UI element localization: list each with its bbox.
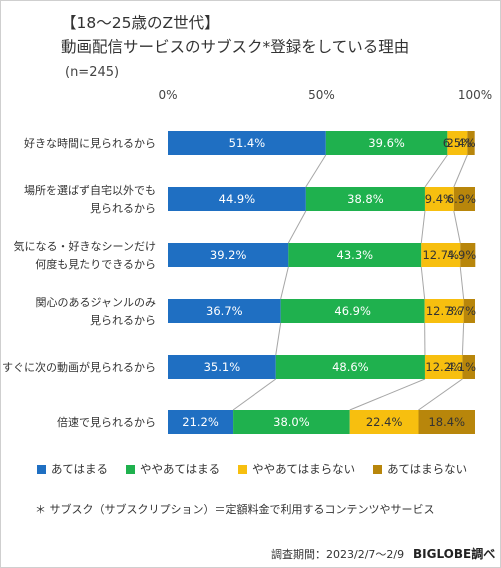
bar-segment: [421, 243, 461, 267]
data-label: 12.2%: [425, 360, 462, 374]
bar-segment: [275, 355, 425, 379]
data-label: 4.1%: [447, 360, 476, 374]
connector-line: [453, 154, 468, 188]
connector-line: [459, 266, 465, 300]
footnote: ＊ サブスク（サブスクリプション）＝定額料金で利用するコンテンツやサービス: [35, 503, 435, 516]
data-label: 6.5%: [443, 136, 472, 150]
data-label: 46.9%: [334, 304, 371, 318]
sample-size: (n=245): [65, 65, 120, 80]
bar-segment: [424, 355, 463, 379]
chart-title: 【18～25歳のZ世代】 動画配信サービスのサブスク*登録をしている理由: [61, 11, 409, 59]
legend-label: ややあてはまる: [140, 462, 221, 476]
legend-item: ややあてはまる: [126, 461, 220, 477]
category-label: 関心のあるジャンルのみ: [36, 296, 156, 309]
legend-swatch: [373, 464, 383, 474]
connector-line: [280, 266, 289, 300]
category-label: 場所を選ばず自宅以外でも: [24, 183, 156, 197]
bar-segment: [325, 131, 448, 155]
connector-line: [424, 154, 448, 188]
bar-segment: [280, 299, 425, 323]
data-label: 4.9%: [447, 248, 476, 262]
legend-item: あてはまらない: [373, 461, 467, 477]
bar-segment: [233, 410, 350, 434]
bar-segment: [460, 243, 476, 267]
bar-segment: [168, 355, 276, 379]
data-label: 12.7%: [426, 304, 463, 318]
x-tick-label: 0%: [158, 88, 177, 102]
stacked-bar-chart: 0% 50% 100% 51.4% 39.6% 6.5%2.4% 好きな時間に見られるから 4…: [2, 88, 492, 434]
legend: あてはまる ややあてはまる ややあてはまらない あてはまらない: [37, 461, 467, 477]
x-tick-label: 100%: [458, 88, 492, 102]
bar-segment: [305, 187, 425, 211]
data-label: 21.2%: [182, 415, 219, 429]
data-label: 12.7%: [422, 248, 459, 262]
bar-segment: [447, 131, 468, 155]
data-label: 9.4%: [425, 192, 454, 206]
data-label: 39.6%: [368, 136, 405, 150]
bar-segment: [168, 410, 234, 434]
title-line-2: 動画配信サービスのサブスク*登録をしている理由: [61, 38, 410, 56]
bar-segment: [467, 131, 475, 155]
bar-segment: [424, 187, 454, 211]
legend-label: あてはまる: [51, 462, 109, 476]
data-label: 44.9%: [219, 192, 256, 206]
connector-line: [232, 378, 277, 411]
legend-swatch: [238, 464, 248, 474]
category-label: 気になる・好きなシーンだけ: [14, 239, 156, 253]
category-label: すぐに次の動画が見られるから: [2, 360, 156, 374]
category-label: 見られるから: [90, 314, 156, 327]
connector-line: [461, 322, 465, 356]
data-label: 35.1%: [204, 360, 241, 374]
connector-line: [305, 154, 327, 188]
connector-line: [420, 266, 426, 300]
category-label: 倍速で見られるから: [57, 415, 156, 429]
bar-segment: [168, 299, 281, 323]
legend-item: あてはまる: [37, 461, 108, 477]
legend-swatch: [126, 464, 136, 474]
data-label: 6.9%: [447, 192, 476, 206]
data-label: 48.6%: [332, 360, 369, 374]
connector-line: [287, 210, 307, 244]
data-label: 51.4%: [229, 136, 266, 150]
title-line-1: 【18～25歳のZ世代】: [61, 14, 220, 32]
category-label: 何度も見たりできるから: [35, 257, 156, 271]
connector-line: [418, 378, 463, 411]
data-label: 39.2%: [210, 248, 247, 262]
legend-swatch: [37, 464, 46, 474]
connector-line: [275, 322, 282, 356]
data-label: 38.8%: [347, 192, 384, 206]
data-label: 38.0%: [273, 415, 310, 429]
bar-segment: [168, 131, 326, 155]
connector-line: [420, 210, 426, 244]
data-label: 22.4%: [366, 415, 403, 429]
bar-segment: [463, 299, 475, 323]
survey-period: 調査期間：2023/2/7～2/9: [271, 548, 405, 561]
bar-segment: [453, 187, 475, 211]
bar-segment: [349, 410, 419, 434]
legend-label: あてはまらない: [387, 462, 468, 476]
bar-segment: [288, 243, 422, 267]
category-label: 見られるから: [90, 202, 156, 215]
bar-segment: [168, 243, 289, 267]
brand-credit: BIGLOBE調べ: [413, 547, 496, 561]
data-label: 36.7%: [206, 304, 243, 318]
data-label: 2.4%: [446, 136, 475, 150]
x-tick-label: 50%: [308, 88, 335, 102]
data-label: 18.4%: [428, 415, 465, 429]
legend-item: ややあてはまらない: [238, 461, 355, 477]
data-label: 43.3%: [337, 248, 374, 262]
legend-label: ややあてはまらない: [252, 462, 356, 476]
connector-line: [349, 378, 426, 411]
bar-segment: [424, 299, 464, 323]
category-label: 好きな時間に見られるから: [24, 136, 156, 150]
connector-line: [453, 210, 461, 244]
bar-segment: [418, 410, 475, 434]
bar-segment: [168, 187, 306, 211]
bar-segment: [462, 355, 475, 379]
data-label: 3.7%: [447, 304, 476, 318]
